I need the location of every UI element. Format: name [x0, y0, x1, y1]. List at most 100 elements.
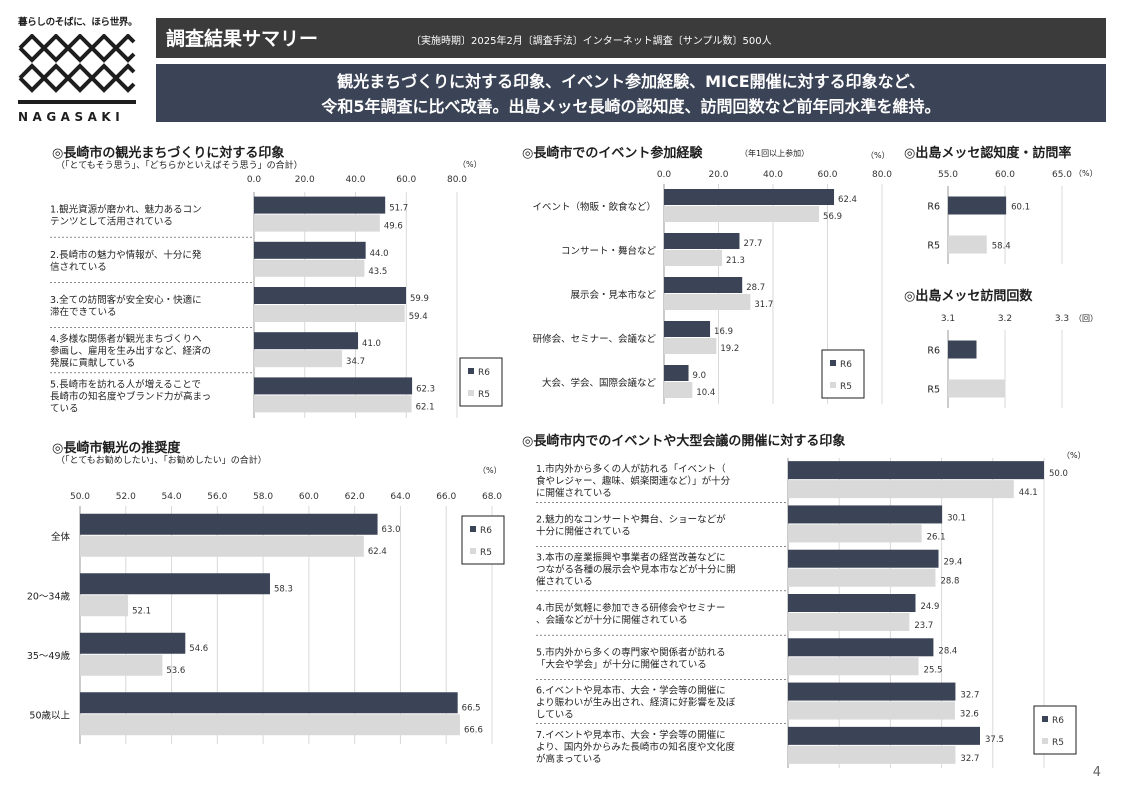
- bar-r5: [948, 379, 1005, 398]
- data-label: 62.4: [838, 195, 857, 205]
- bar-r5: [80, 714, 460, 736]
- data-label: 24.9: [920, 602, 939, 612]
- legend-box: [461, 515, 505, 565]
- banner-line-1: 観光まちづくりに対する印象、イベント参加経験、MICE開催に対する印象など、: [337, 72, 925, 91]
- recognition-title: ◎出島メッセ認知度・訪問率: [904, 146, 1072, 161]
- category-label: 1.観光資源が磨かれ、魅力あるコン: [50, 204, 202, 216]
- mice-title: ◎長崎市内でのイベントや大型会議の開催に対する印象: [522, 434, 846, 449]
- category-label: 3.本市の産業振興や事業者の経営改善などに: [536, 552, 726, 564]
- event-unit: （%）: [866, 151, 890, 160]
- bar-r6: [80, 692, 458, 714]
- bar-r6: [254, 332, 359, 350]
- bar-r5: [80, 535, 364, 557]
- bar-r6: [948, 196, 1007, 215]
- category-label: 3.全ての訪問客が安全安心・快適に: [50, 294, 202, 306]
- data-label: 56.9: [823, 212, 842, 222]
- category-label: 1.市内外から多くの人が訪れる「イベント（: [536, 463, 726, 475]
- category-label: R5: [927, 241, 940, 252]
- category-label: 35〜49歳: [27, 650, 71, 662]
- bar-r6: [788, 594, 916, 612]
- legend-box: [459, 357, 503, 407]
- data-label: 19.2: [720, 344, 739, 354]
- data-label: 23.7: [914, 621, 933, 631]
- category-label: イベント（物販・飲食など）: [532, 201, 656, 213]
- data-label: 66.6: [464, 725, 483, 735]
- recognition-unit: （%）: [1074, 169, 1098, 178]
- logo-wordmark: NAGASAKI: [18, 110, 125, 124]
- data-label: 16.9: [714, 327, 733, 337]
- x-tick-label: 54.0: [162, 492, 182, 502]
- category-label: 6.イベントや見本市、大会・学会等の開催に: [536, 685, 726, 697]
- category-label: より賑わいが生み出され、経済に好影響を及ぼ: [536, 697, 736, 709]
- category-label: コンサート・舞台など: [561, 245, 657, 257]
- bar-r6: [80, 632, 186, 654]
- bar-r5: [254, 395, 412, 413]
- x-tick-label: 50.0: [70, 492, 90, 502]
- bar-r6: [254, 241, 366, 259]
- x-tick-label: 60.0: [817, 170, 837, 180]
- category-label: 5.市内外から多くの専門家や関係者が訪れる: [536, 646, 726, 658]
- legend-label-R5: R5: [1052, 738, 1064, 748]
- x-tick-label: 80.0: [447, 175, 467, 185]
- page-title: 調査結果サマリー: [166, 28, 319, 50]
- category-label: 長崎市の知名度やブランド力が高まっ: [50, 390, 211, 402]
- data-label: 58.4: [992, 242, 1011, 252]
- x-tick-label: 56.0: [207, 492, 227, 502]
- bar-r6: [788, 726, 980, 745]
- x-tick-label: 0.0: [657, 170, 672, 180]
- data-label: 9.0: [693, 371, 707, 381]
- bar-r5: [788, 568, 936, 587]
- category-label: 2.魅力的なコンサートや舞台、ショーなどが: [536, 513, 726, 525]
- bar-r5: [664, 294, 751, 310]
- category-label: 発展に貢献している: [50, 357, 135, 369]
- banner-line-2: 令和5年調査に比べ改善。出島メッセ長崎の認知度、訪問回数など前年同水準を維持。: [321, 97, 941, 116]
- legend-label-R5: R5: [478, 390, 490, 400]
- data-label: 44.0: [370, 249, 389, 259]
- bar-r5: [664, 338, 717, 354]
- bar-r6: [254, 196, 386, 214]
- visits-title: ◎出島メッセ訪問回数: [904, 289, 1033, 304]
- x-tick-label: 3.3: [1055, 314, 1069, 324]
- data-label: 43.5: [368, 267, 387, 277]
- mice-unit: （%）: [1062, 451, 1086, 460]
- data-label: 41.0: [362, 339, 381, 349]
- category-label: している: [536, 710, 574, 721]
- x-tick-label: 20.0: [708, 170, 728, 180]
- data-label: 27.7: [743, 239, 762, 249]
- data-label: 49.6: [384, 222, 403, 232]
- data-label: 58.3: [274, 584, 293, 594]
- impression-note: （「とてもそう思う」、「どちらかといえばそう思う」の合計）: [56, 161, 303, 171]
- x-tick-label: 64.0: [390, 492, 410, 502]
- event-title: ◎長崎市でのイベント参加経験: [522, 146, 703, 161]
- bar-r6: [788, 549, 939, 568]
- bar-r5: [80, 595, 129, 617]
- category-label: 50歳以上: [29, 709, 70, 721]
- legend-label-R6: R6: [480, 526, 492, 536]
- data-label: 25.5: [924, 665, 943, 675]
- category-label: 全体: [51, 531, 71, 543]
- data-label: 30.1: [947, 513, 966, 523]
- x-tick-label: 55.0: [938, 170, 958, 180]
- logo-tagline: 暮らしのそばに、ほら世界。: [18, 17, 138, 28]
- legend-label-R6: R6: [1052, 716, 1064, 726]
- bar-r5: [254, 350, 343, 368]
- x-tick-label: 58.0: [253, 492, 273, 502]
- data-label: 62.4: [368, 547, 387, 557]
- category-label: 信されている: [50, 261, 107, 273]
- data-label: 31.7: [754, 300, 773, 310]
- data-label: 51.7: [389, 204, 408, 214]
- event-note: （年1回以上参加）: [740, 149, 810, 158]
- data-label: 21.3: [726, 256, 745, 266]
- data-label: 60.1: [1011, 203, 1030, 213]
- category-label: R5: [927, 385, 940, 396]
- x-tick-label: 52.0: [116, 492, 136, 502]
- bar-r6: [664, 365, 689, 381]
- category-label: 滞在できている: [50, 306, 117, 318]
- x-tick-label: 62.0: [345, 492, 365, 502]
- data-label: 26.1: [927, 532, 946, 542]
- legend-box: [821, 349, 865, 399]
- x-tick-label: 3.2: [998, 314, 1012, 324]
- title-bar: 調査結果サマリー 〔実施時期〕2025年2月〔調査手法〕インターネット調査〔サン…: [156, 18, 1106, 58]
- legend-label-R6: R6: [478, 368, 490, 378]
- legend-swatch-R5: [1042, 738, 1048, 744]
